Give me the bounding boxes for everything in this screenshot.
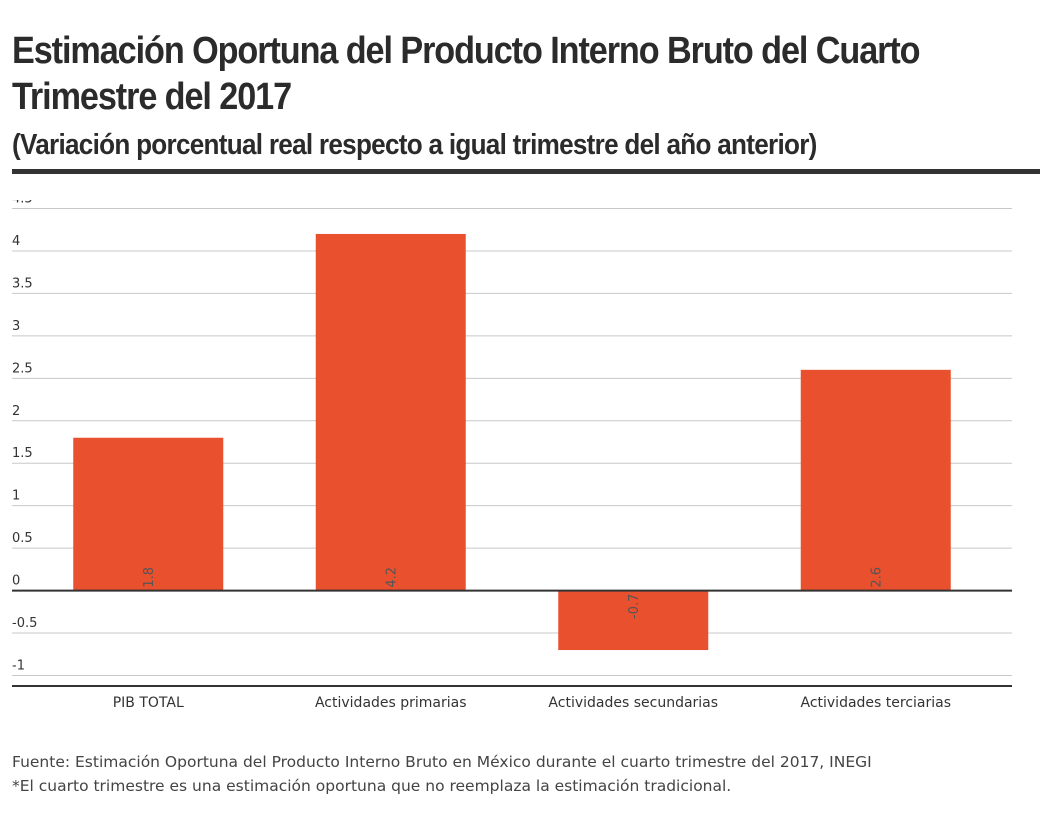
y-tick-label: 2.5 — [12, 361, 33, 376]
chart-subtitle: (Variación porcentual real respecto a ig… — [12, 129, 817, 161]
bar — [800, 369, 951, 591]
bar-value-label: -0.7 — [627, 594, 642, 619]
bar-chart: -1 -0.5 0 0.5 1 1.5 2 2.5 3 3.5 4 4.5 1.8 4.2 -0.7 2.6… — [12, 200, 1012, 711]
y-axis-tick-labels: -1 -0.5 0 0.5 1 1.5 2 2.5 3 3.5 4 4.5 — [12, 200, 37, 674]
y-tick-label: -1 — [12, 659, 25, 674]
bar-value-label: 4.2 — [385, 567, 400, 588]
footnote: *El cuarto trimestre es una estimación o… — [12, 777, 732, 795]
bar — [73, 437, 224, 591]
chart-footer: Fuente: Estimación Oportuna del Producto… — [12, 750, 872, 798]
y-tick-label: 3.5 — [12, 276, 33, 291]
chart-title: Estimación Oportuna del Producto Interno… — [12, 30, 921, 118]
y-tick-label: 3 — [12, 319, 20, 334]
x-tick-label: PIB TOTAL — [113, 695, 184, 711]
bar — [558, 590, 709, 651]
bar-value-label: 2.6 — [870, 567, 885, 588]
x-axis-tick-labels: PIB TOTAL Actividades primarias Actividade… — [113, 695, 951, 711]
y-tick-label: 4 — [12, 234, 20, 249]
bar-value-label: 1.8 — [142, 567, 157, 588]
value-labels: 1.8 4.2 -0.7 2.6 — [142, 567, 885, 619]
y-tick-label: 0.5 — [12, 531, 33, 546]
y-tick-label: 4.5 — [12, 200, 33, 206]
x-tick-label: Actividades secundarias — [548, 695, 718, 711]
y-tick-label: 1.5 — [12, 446, 33, 461]
x-tick-label: Actividades primarias — [315, 695, 467, 711]
source-note: Fuente: Estimación Oportuna del Producto… — [12, 753, 872, 771]
y-tick-label: 0 — [12, 574, 20, 589]
bar — [315, 233, 466, 591]
y-tick-label: -0.5 — [12, 616, 37, 631]
y-tick-label: 1 — [12, 489, 20, 504]
y-tick-label: 2 — [12, 404, 20, 419]
x-tick-label: Actividades terciarias — [800, 695, 951, 711]
bars — [73, 233, 951, 651]
title-divider — [12, 169, 1040, 174]
